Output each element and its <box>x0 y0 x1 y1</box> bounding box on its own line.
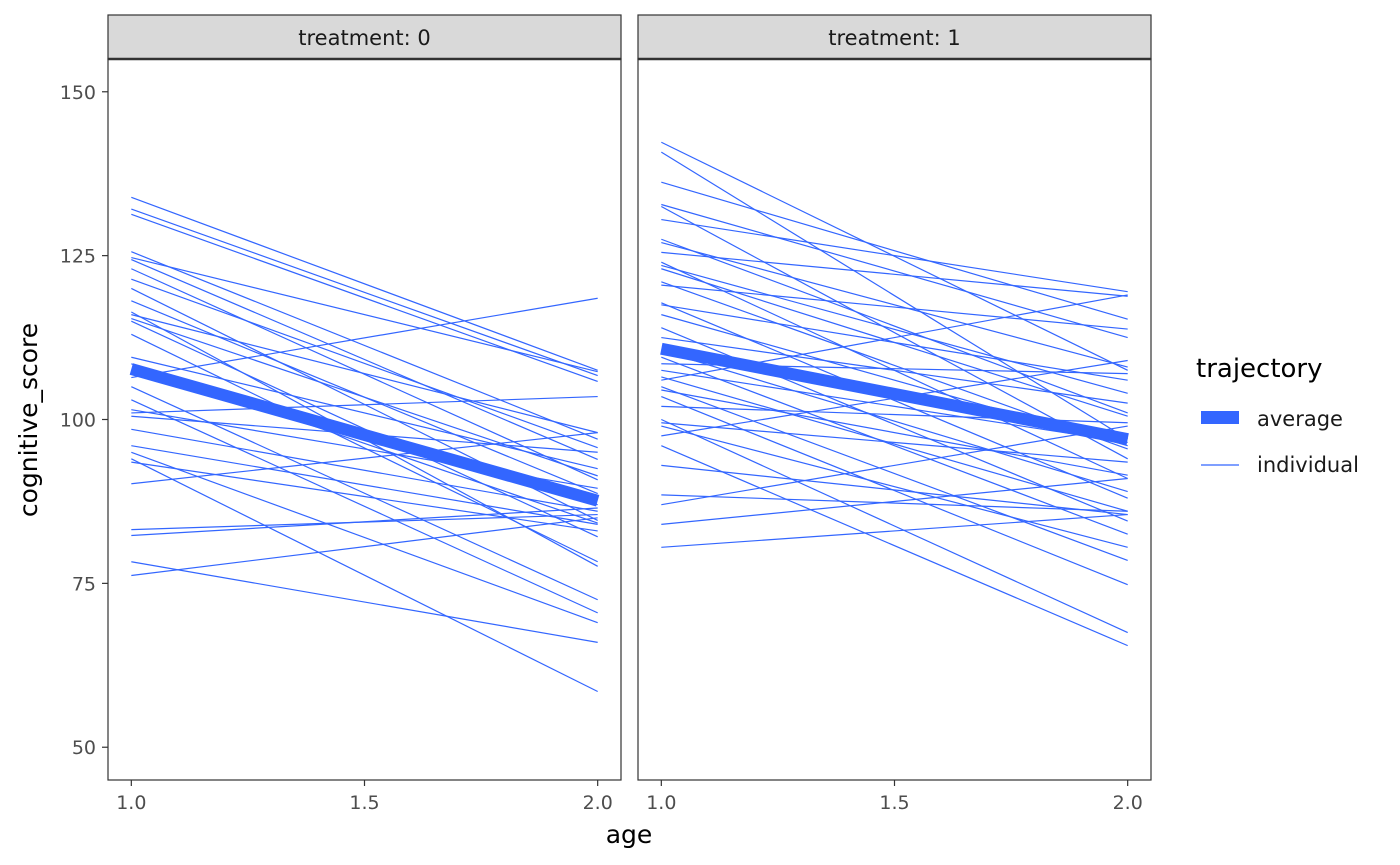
individual-line <box>661 418 1128 634</box>
individual-line <box>661 203 1128 339</box>
individual-line <box>131 507 598 537</box>
facet-strip-0 <box>107 14 622 60</box>
x-tick-label: 1.5 <box>349 792 379 814</box>
individual-line <box>661 356 1128 535</box>
individual-line <box>131 259 598 461</box>
legend-label-average: average <box>1257 407 1343 431</box>
individual-line <box>131 432 598 485</box>
individual-line <box>131 461 598 532</box>
individual-line <box>661 238 1128 414</box>
individual-line <box>661 336 1128 404</box>
x-tick-label: 1.0 <box>646 792 676 814</box>
individual-line <box>661 251 1128 297</box>
individual-line <box>131 314 598 434</box>
panels-layer: treatment: 0 treatment: 1 <box>107 14 1152 781</box>
individual-line <box>131 395 598 414</box>
individual-line <box>131 257 598 373</box>
individual-line <box>661 241 1128 368</box>
individual-line <box>131 451 598 624</box>
y-tick-label: 50 <box>72 737 96 759</box>
individual-line <box>661 284 1128 330</box>
individual-line <box>131 268 598 481</box>
y-tick-label: 150 <box>60 82 96 104</box>
individual-line <box>661 513 1128 548</box>
panel-0: treatment: 0 <box>107 14 622 781</box>
individual-line <box>661 181 1128 320</box>
individual-line <box>131 196 598 371</box>
legend-label-individual: individual <box>1257 453 1359 477</box>
individual-line <box>661 218 1128 293</box>
individual-line <box>661 302 1128 499</box>
individual-line <box>131 208 598 377</box>
individual-line <box>661 425 1128 506</box>
individual-line <box>661 389 1128 476</box>
x-tick-label: 2.0 <box>583 792 613 814</box>
individual-line <box>661 141 1128 371</box>
y-tick-label: 125 <box>60 246 96 268</box>
individual-line <box>131 445 598 525</box>
individual-line <box>661 376 1128 512</box>
legend: trajectory average individual <box>1196 354 1359 477</box>
panel-border <box>637 58 1152 781</box>
individual-line <box>131 278 598 449</box>
x-tick-label: 1.0 <box>116 792 146 814</box>
individual-line <box>661 477 1128 525</box>
individual-line <box>131 517 598 577</box>
individual-line <box>661 425 1128 548</box>
individual-line <box>661 445 1128 647</box>
individual-line <box>661 386 1128 561</box>
individual-line <box>131 333 598 563</box>
individual-line <box>131 428 598 512</box>
y-tick-label: 75 <box>72 573 96 595</box>
individual-line <box>661 494 1128 512</box>
individual-line <box>661 304 1128 381</box>
panel-1: treatment: 1 <box>637 14 1152 781</box>
legend-key-average <box>1201 411 1239 424</box>
individual-line <box>661 369 1128 444</box>
panel-lines <box>129 196 600 693</box>
facet-strip-1 <box>637 14 1152 60</box>
individual-line <box>131 356 598 470</box>
y-axis-title: cognitive_score <box>14 323 43 517</box>
individual-line <box>131 213 598 383</box>
average-line <box>660 342 1129 446</box>
x-axis-title: age <box>606 820 653 849</box>
individual-line <box>131 399 598 614</box>
panel-lines <box>660 141 1129 647</box>
average-line <box>129 363 600 507</box>
individual-line <box>661 464 1128 516</box>
individual-line <box>661 396 1128 586</box>
individual-line <box>661 422 1128 463</box>
individual-line <box>131 458 598 693</box>
y-tick-label: 100 <box>60 410 96 432</box>
facet-strip-label: treatment: 0 <box>298 26 430 50</box>
individual-line <box>661 264 1128 394</box>
legend-title: trajectory <box>1196 354 1323 384</box>
individual-line <box>131 297 598 379</box>
x-tick-label: 2.0 <box>1113 792 1143 814</box>
x-tick-label: 1.5 <box>879 792 909 814</box>
individual-line <box>661 205 1128 460</box>
individual-line <box>131 251 598 440</box>
individual-line <box>131 561 598 643</box>
axes-layer: 1.0 1.5 2.0 1.0 1.5 2.0 50 75 100 125 150 <box>60 82 1143 814</box>
individual-line <box>661 350 1128 493</box>
facet-strip-label: treatment: 1 <box>828 26 960 50</box>
